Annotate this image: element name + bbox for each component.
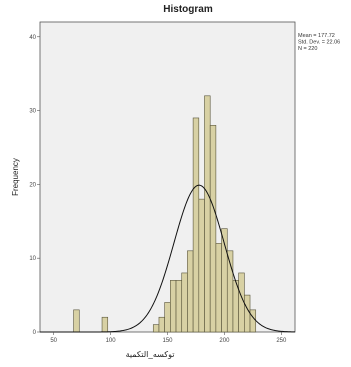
normal-curve-group (40, 184, 296, 333)
histogram-bars (73, 95, 257, 333)
y-tick-label: 10 (29, 256, 36, 262)
y-tick-label: 20 (29, 182, 36, 188)
x-tick-label: 200 (219, 338, 230, 344)
stats-line: N = 220 (298, 46, 317, 52)
stats-line: Mean = 177.72 (298, 33, 335, 39)
y-axis-ticks: 0 10 20 30 40 (29, 35, 40, 336)
y-axis-label: Frequency (11, 158, 20, 196)
y-tick-label: 0 (33, 330, 37, 336)
histogram-bar (170, 280, 177, 333)
x-axis-label: توكسه_التكمية (126, 350, 175, 359)
histogram-bar (249, 309, 257, 333)
y-tick-label: 30 (29, 109, 36, 115)
normal-curve (40, 184, 296, 333)
histogram-bar (181, 272, 188, 333)
histogram-bar (192, 117, 200, 333)
histogram-bar (101, 316, 109, 333)
histogram-bar (152, 324, 160, 333)
histogram-bar (73, 309, 80, 333)
x-tick-label: 100 (106, 338, 117, 344)
histogram-bar (215, 243, 222, 333)
x-tick-label: 50 (50, 338, 57, 344)
histogram-bar (175, 280, 183, 333)
histogram-bar (198, 198, 205, 333)
histogram-bar (244, 294, 251, 333)
histogram-bar (209, 125, 217, 333)
x-tick-label: 150 (162, 338, 173, 344)
y-tick-label: 40 (29, 35, 36, 41)
x-axis-ticks: 50 100 150 200 250 (50, 332, 287, 344)
histogram-bar (187, 250, 194, 333)
stats-line: Std. Dev. = 22.06 (298, 40, 340, 46)
x-tick-label: 250 (276, 338, 287, 344)
histogram-bar (204, 95, 211, 333)
chart-title: Histogram (163, 4, 213, 15)
histogram-bar (164, 302, 171, 333)
plot-area (39, 21, 296, 333)
histogram-bar (158, 316, 165, 333)
